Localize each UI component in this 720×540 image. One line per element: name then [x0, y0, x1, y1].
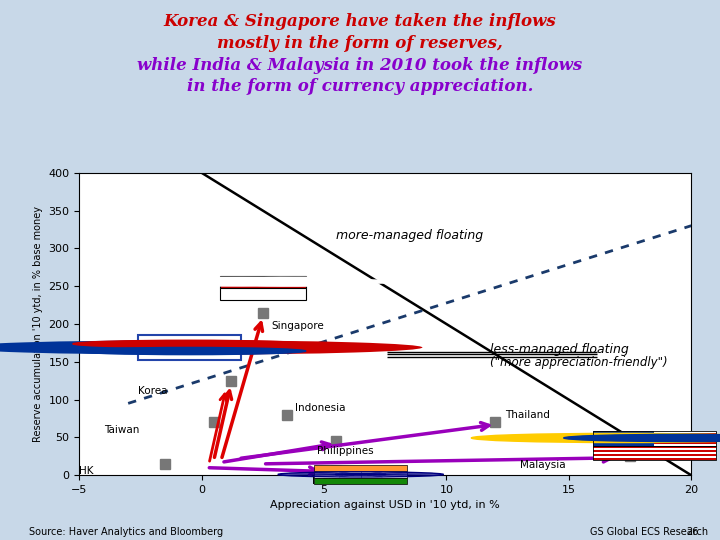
Bar — [593, 458, 716, 460]
Text: Indonesia: Indonesia — [294, 403, 345, 413]
Bar — [138, 335, 240, 360]
Bar — [314, 464, 408, 471]
Bar — [593, 446, 716, 460]
Bar — [314, 478, 408, 484]
Bar — [593, 444, 716, 446]
Wedge shape — [189, 340, 423, 355]
Bar — [593, 431, 654, 446]
Bar — [593, 454, 716, 456]
Circle shape — [336, 474, 386, 475]
Y-axis label: Reserve accumulation '10 ytd, in % base money: Reserve accumulation '10 ytd, in % base … — [33, 206, 42, 442]
X-axis label: Appreciation against USD in '10 ytd, in %: Appreciation against USD in '10 ytd, in … — [270, 501, 500, 510]
Bar — [593, 440, 716, 442]
Bar — [593, 442, 716, 444]
Text: 26: 26 — [686, 527, 698, 537]
Bar — [593, 452, 716, 454]
Bar — [593, 437, 716, 440]
Circle shape — [100, 278, 382, 286]
Circle shape — [138, 278, 232, 281]
Bar — [593, 431, 716, 446]
Text: less-managed floating: less-managed floating — [490, 343, 629, 356]
Text: Thailand: Thailand — [505, 410, 550, 420]
Text: Korea & Singapore have taken the inflows: Korea & Singapore have taken the inflows — [163, 14, 557, 30]
Text: more-managed floating: more-managed floating — [336, 230, 483, 242]
Text: in the form of currency appreciation.: in the form of currency appreciation. — [186, 78, 534, 95]
Text: Taiwan: Taiwan — [104, 425, 139, 435]
Bar — [593, 435, 716, 437]
Text: Malaysia: Malaysia — [520, 460, 565, 470]
Bar — [220, 275, 305, 288]
Text: India: India — [312, 476, 338, 487]
Circle shape — [472, 434, 720, 443]
Text: mostly in the form of reserves,: mostly in the form of reserves, — [217, 35, 503, 52]
Text: Philippines: Philippines — [317, 446, 373, 456]
Bar — [593, 450, 716, 452]
Wedge shape — [0, 340, 189, 355]
Circle shape — [251, 283, 346, 286]
Circle shape — [73, 347, 306, 355]
Bar — [593, 456, 716, 458]
Circle shape — [73, 340, 306, 347]
Text: Korea: Korea — [138, 386, 168, 396]
Bar — [593, 434, 716, 435]
Bar — [593, 446, 716, 448]
Circle shape — [322, 280, 416, 283]
Circle shape — [138, 282, 232, 285]
Text: ("more appreciation-friendly"): ("more appreciation-friendly") — [490, 355, 668, 369]
Text: while India & Malaysia in 2010 took the inflows: while India & Malaysia in 2010 took the … — [138, 57, 582, 73]
Bar — [314, 471, 408, 478]
Circle shape — [564, 434, 720, 442]
Text: Source: Haver Analytics and Bloomberg: Source: Haver Analytics and Bloomberg — [29, 527, 223, 537]
Text: HK: HK — [79, 467, 94, 476]
Text: GS Global ECS Research: GS Global ECS Research — [590, 527, 708, 537]
Circle shape — [251, 277, 346, 280]
Bar — [220, 288, 305, 300]
Text: Singapore: Singapore — [271, 321, 324, 332]
Bar — [593, 448, 716, 450]
Bar — [593, 431, 716, 434]
